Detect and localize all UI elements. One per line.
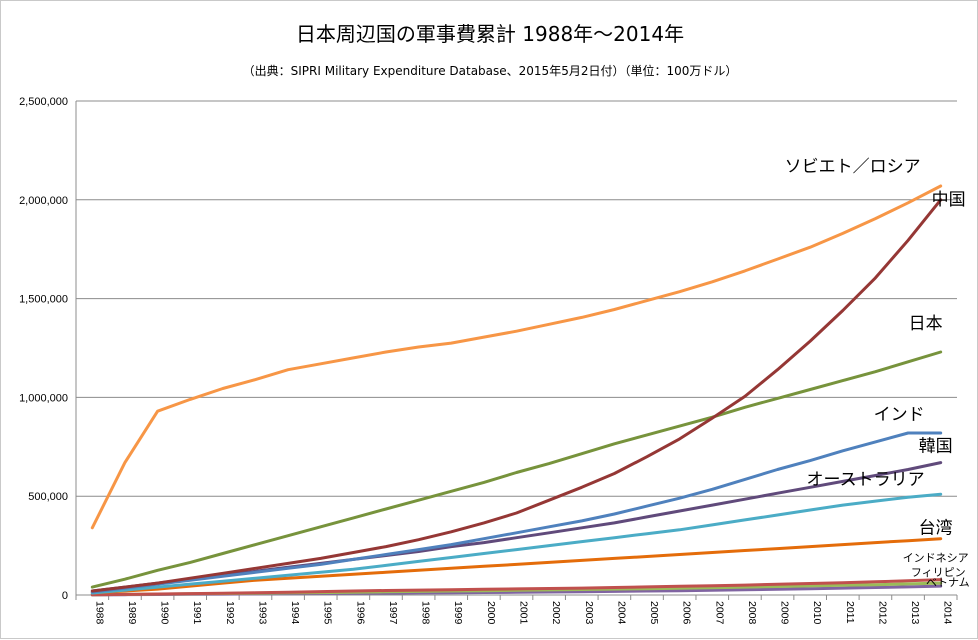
series-label: ソビエト／ロシア	[785, 157, 921, 177]
series-label: オーストラリア	[807, 470, 925, 490]
y-axis-ticks: 0 500,000 1,000,000 1,500,000 2,000,000 2,500…	[19, 96, 68, 602]
x-tick-label: 1996	[354, 601, 366, 625]
series-line	[90, 431, 943, 594]
series-label: フィリピン	[911, 566, 966, 579]
x-tick-label: 2011	[844, 601, 856, 624]
x-tick-label: 2001	[518, 601, 530, 625]
series-line	[90, 537, 943, 595]
x-tick-label: 1998	[420, 601, 432, 625]
series-line	[90, 184, 943, 530]
series-layer	[90, 184, 943, 597]
x-tick-label: 2007	[713, 601, 725, 625]
x-tick-label: 2008	[746, 601, 758, 625]
x-tick-label: 1995	[322, 601, 334, 625]
series-label: ベトナム	[926, 576, 970, 589]
x-tick-label: 2004	[615, 601, 627, 625]
chart-subtitle: （出典：SIPRI Military Expenditure Database、…	[243, 63, 738, 78]
x-tick-label: 1999	[452, 601, 464, 625]
series-label: 中国	[932, 190, 966, 210]
x-tick-label: 1993	[256, 601, 268, 625]
x-tick-label: 2005	[648, 601, 660, 625]
x-tick-label: 2009	[779, 601, 791, 625]
series-labels: ソビエト／ロシア中国日本インド韓国オーストラリア台湾インドネシアフィリピンベトナ…	[785, 157, 970, 589]
x-tick-label: 1990	[159, 601, 171, 625]
y-tick-label: 2,500,000	[19, 96, 68, 108]
series-label: 韓国	[919, 437, 953, 457]
series-label: 日本	[909, 314, 943, 334]
x-tick-label: 2010	[811, 601, 823, 625]
x-tick-label: 2012	[876, 601, 888, 625]
x-tick-label: 1997	[387, 601, 399, 625]
y-tick-label: 0	[62, 590, 68, 602]
x-tick-label: 1994	[289, 601, 301, 625]
series-label: インドネシア	[903, 552, 969, 565]
x-tick-label: 1988	[93, 601, 105, 625]
series-line	[90, 350, 943, 589]
grid-layer	[75, 100, 957, 596]
x-tick-label: 2014	[942, 601, 954, 625]
x-tick-label: 2000	[485, 601, 497, 625]
x-tick-label: 2002	[550, 601, 562, 625]
x-axis-ticks: 1988 1989 1990 1991 1992 1993 1994 1995 1996 1997…	[75, 595, 958, 625]
x-tick-label: 2003	[583, 601, 595, 625]
x-tick-label: 2006	[681, 601, 693, 625]
y-tick-label: 1,500,000	[19, 294, 68, 306]
y-tick-label: 1,000,000	[19, 392, 68, 404]
series-line	[90, 492, 943, 595]
series-line	[90, 578, 943, 597]
series-label: 台湾	[919, 519, 953, 539]
y-tick-label: 500,000	[28, 491, 68, 503]
x-tick-label: 2013	[909, 601, 921, 625]
x-tick-label: 1991	[191, 601, 203, 625]
series-label: インド	[874, 405, 925, 425]
x-tick-label: 1992	[224, 601, 236, 625]
chart-title: 日本周辺国の軍事費累計 1988年～2014年	[296, 22, 684, 46]
y-tick-label: 2,000,000	[19, 195, 68, 207]
series-line	[90, 198, 943, 593]
x-tick-label: 1989	[126, 601, 138, 625]
